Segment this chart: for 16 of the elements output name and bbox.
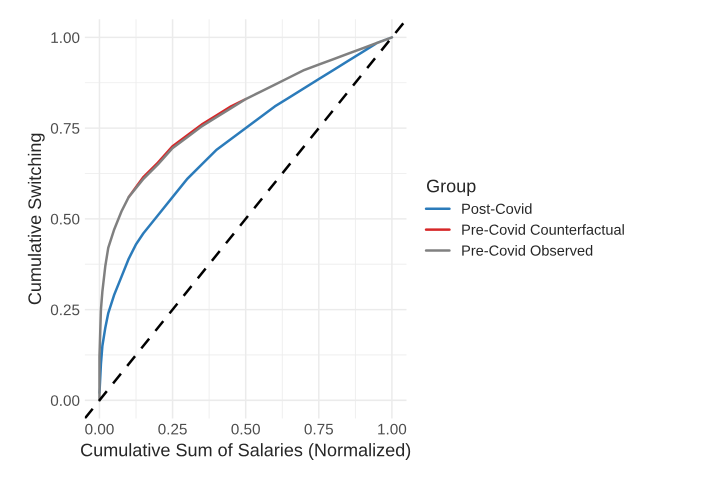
x-axis-title: Cumulative Sum of Salaries (Normalized) [81, 443, 410, 460]
legend-label: Post-Covid [462, 203, 532, 214]
y-tick-label: 0.50 [50, 214, 80, 225]
y-tick-label: 1.00 [51, 32, 80, 44]
x-tick-label: 0.75 [304, 424, 334, 435]
x-tick-label: 0.25 [158, 424, 187, 435]
x-tick-label: 1.00 [378, 424, 406, 435]
x-tick-label: 0.00 [85, 424, 114, 435]
y-tick-label: 0.75 [50, 122, 80, 134]
legend-title: Group [426, 180, 476, 196]
legend-label: Pre-Covid Observed [462, 245, 592, 256]
x-tick-label: 0.50 [231, 424, 260, 435]
y-axis-title: Cumulative Switching [28, 134, 45, 304]
y-tick-label: 0.00 [50, 395, 80, 406]
y-tick-label: 0.25 [50, 304, 80, 316]
legend-label: Pre-Covid Counterfactual [462, 224, 624, 235]
